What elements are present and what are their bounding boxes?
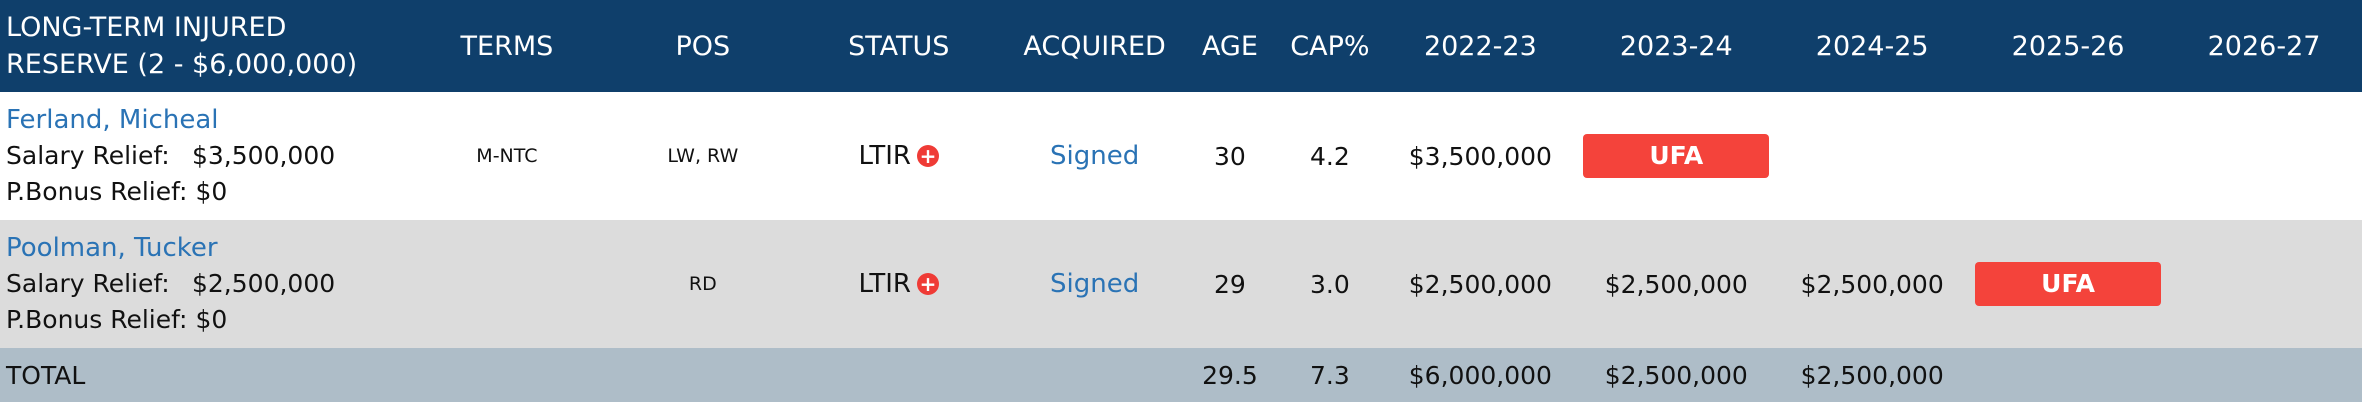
total-pos-cell bbox=[615, 348, 791, 402]
table-row: Poolman, Tucker Salary Relief: $2,500,000… bbox=[0, 220, 2362, 348]
col-header-status[interactable]: STATUS bbox=[848, 30, 950, 62]
bonus-relief: P.Bonus Relief: $0 bbox=[6, 177, 228, 206]
status-text: LTIR bbox=[858, 269, 911, 299]
pos-cell: LW, RW bbox=[667, 145, 739, 167]
salary-relief: Salary Relief: $3,500,000 bbox=[6, 141, 336, 170]
plus-icon[interactable]: + bbox=[916, 273, 939, 295]
col-header-cap[interactable]: CAP% bbox=[1290, 30, 1370, 62]
season-cell-2: UFA bbox=[1578, 92, 1774, 220]
total-label: TOTAL bbox=[6, 360, 86, 390]
col-header-season-2[interactable]: 2023-24 bbox=[1619, 30, 1733, 62]
salary-relief: Salary Relief: $2,500,000 bbox=[6, 269, 336, 298]
status-cell: LTIR + bbox=[791, 220, 1007, 348]
player-cell: Poolman, Tucker Salary Relief: $2,500,000… bbox=[0, 220, 399, 348]
acquired-cell: Signed bbox=[1007, 220, 1183, 348]
acquired-link[interactable]: Signed bbox=[1050, 141, 1140, 171]
cap-cell: 4.2 bbox=[1310, 141, 1350, 171]
season-cell-1: $3,500,000 bbox=[1408, 141, 1552, 171]
col-header-acquired[interactable]: ACQUIRED bbox=[1023, 30, 1166, 62]
table-header-row: LONG-TERM INJURED RESERVE (2 - $6,000,00… bbox=[0, 0, 2362, 92]
terms-cell bbox=[399, 220, 615, 348]
total-status-cell bbox=[791, 348, 1007, 402]
total-terms-cell bbox=[399, 348, 615, 402]
season-cell-3: $2,500,000 bbox=[1800, 269, 1944, 299]
total-age: 29.5 bbox=[1202, 360, 1258, 390]
col-header-season-4[interactable]: 2025-26 bbox=[2011, 30, 2125, 62]
ltir-title-line2: RESERVE (2 - $6,000,000) bbox=[6, 49, 358, 80]
player-name-link[interactable]: Poolman, Tucker bbox=[6, 233, 218, 263]
age-cell: 29 bbox=[1214, 269, 1246, 299]
terms-cell: M-NTC bbox=[476, 145, 538, 167]
ufa-badge: UFA bbox=[1583, 134, 1770, 178]
season-cell-4 bbox=[1970, 92, 2166, 220]
season-cell-2: $2,500,000 bbox=[1604, 269, 1748, 299]
plus-icon[interactable]: + bbox=[916, 145, 939, 167]
total-row: TOTAL 29.5 7.3 $6,000,000 $2,500,000 $2,… bbox=[0, 348, 2362, 402]
season-cell-5 bbox=[2166, 220, 2362, 348]
col-header-season-1[interactable]: 2022-23 bbox=[1423, 30, 1537, 62]
season-cell-4: UFA bbox=[1970, 220, 2166, 348]
ltir-title-line1: LONG-TERM INJURED bbox=[6, 12, 287, 43]
total-season-2: $2,500,000 bbox=[1604, 360, 1748, 390]
ufa-badge: UFA bbox=[1975, 262, 2162, 306]
season-cell-5 bbox=[2166, 92, 2362, 220]
total-season-3: $2,500,000 bbox=[1800, 360, 1944, 390]
total-season-5 bbox=[2166, 348, 2362, 402]
age-cell: 30 bbox=[1214, 141, 1246, 171]
cap-cell: 3.0 bbox=[1310, 269, 1350, 299]
player-name-link[interactable]: Ferland, Micheal bbox=[6, 105, 219, 135]
total-season-1: $6,000,000 bbox=[1408, 360, 1552, 390]
table-row: Ferland, Micheal Salary Relief: $3,500,00… bbox=[0, 92, 2362, 220]
acquired-cell: Signed bbox=[1007, 92, 1183, 220]
season-cell-1: $2,500,000 bbox=[1408, 269, 1552, 299]
season-cell-3 bbox=[1774, 92, 1970, 220]
ltir-section-title: LONG-TERM INJURED RESERVE (2 - $6,000,00… bbox=[0, 0, 399, 92]
status-text: LTIR bbox=[858, 141, 911, 171]
total-season-4 bbox=[1970, 348, 2166, 402]
col-header-terms[interactable]: TERMS bbox=[460, 30, 554, 62]
bonus-relief: P.Bonus Relief: $0 bbox=[6, 305, 228, 334]
total-acquired-cell bbox=[1007, 348, 1183, 402]
col-header-pos[interactable]: POS bbox=[675, 30, 731, 62]
col-header-season-3[interactable]: 2024-25 bbox=[1815, 30, 1929, 62]
col-header-season-5[interactable]: 2026-27 bbox=[2207, 30, 2321, 62]
total-cap: 7.3 bbox=[1310, 360, 1350, 390]
acquired-link[interactable]: Signed bbox=[1050, 269, 1140, 299]
pos-cell: RD bbox=[688, 273, 717, 295]
status-cell: LTIR + bbox=[791, 92, 1007, 220]
player-cell: Ferland, Micheal Salary Relief: $3,500,00… bbox=[0, 92, 399, 220]
col-header-age[interactable]: AGE bbox=[1201, 30, 1258, 62]
